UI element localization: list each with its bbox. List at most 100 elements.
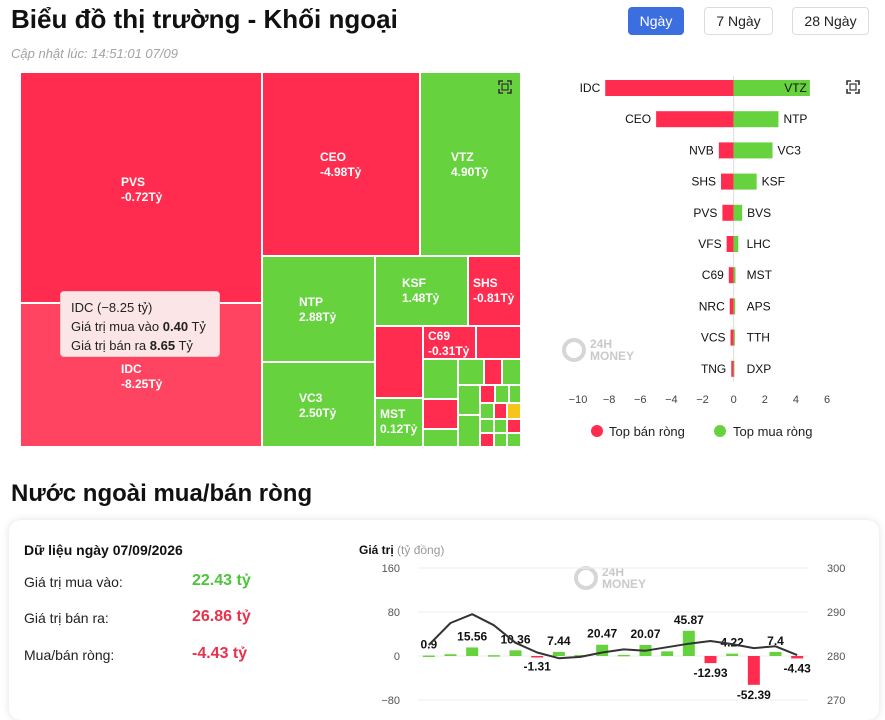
- sell-bar: [722, 204, 734, 221]
- cell-value: 2.88Tỷ: [299, 310, 337, 324]
- legend-buy-label[interactable]: Top mua ròng: [733, 424, 813, 439]
- legend-sell-label[interactable]: Top bán ròng: [609, 424, 685, 439]
- treemap-cell-small[interactable]: [480, 403, 494, 419]
- sell-bar: [605, 80, 734, 96]
- buy-bar: [733, 173, 757, 190]
- treemap-cell-mst[interactable]: MST 0.12Tỷ: [375, 398, 423, 447]
- sell-code-label: VCS: [701, 331, 726, 345]
- sell-bar: [729, 298, 734, 315]
- x-tick-label: −4: [665, 394, 678, 406]
- treemap-cell-small[interactable]: [458, 359, 484, 385]
- treemap-cell-small[interactable]: [375, 326, 423, 398]
- treemap-cell-small[interactable]: [458, 385, 480, 415]
- treemap-cell-vtz[interactable]: VTZ 4.90Tỷ: [420, 72, 521, 256]
- tab-28-days[interactable]: 28 Ngày: [792, 7, 869, 35]
- tooltip-sell-label: Giá trị bán ra: [71, 338, 147, 353]
- treemap-cell-small[interactable]: [494, 403, 507, 419]
- treemap-cell-small[interactable]: [507, 433, 521, 447]
- net-bar: [704, 656, 717, 664]
- treemap-cell-small[interactable]: [494, 433, 507, 447]
- tab-7-days[interactable]: 7 Ngày: [704, 7, 773, 35]
- y2-tick-label: 290: [827, 607, 845, 619]
- buy-code-label: APS: [747, 299, 771, 313]
- treemap-cell-ntp[interactable]: NTP 2.88Tỷ: [262, 256, 375, 362]
- net-bar: [661, 651, 674, 656]
- sell-code-label: C69: [702, 268, 724, 282]
- treemap-cell-small[interactable]: [423, 429, 458, 447]
- x-tick-label: 2: [762, 394, 768, 406]
- buy-value: 22.43 tỷ: [192, 572, 251, 589]
- fullscreen-icon[interactable]: [498, 80, 512, 94]
- treemap-cell-small[interactable]: [480, 419, 494, 433]
- net-bar: [596, 644, 609, 656]
- sell-code-label: PVS: [693, 206, 717, 220]
- bar-data-label: -4.43: [783, 661, 811, 675]
- cell-value: 2.50Tỷ: [299, 406, 337, 420]
- cell-code: CEO: [320, 150, 347, 164]
- legend-sell-dot: [591, 425, 603, 437]
- buy-code-label: LHC: [747, 237, 771, 251]
- sell-code-label: NRC: [699, 299, 725, 313]
- bar-data-label: -12.93: [693, 666, 727, 680]
- treemap-cell-vc3[interactable]: VC3 2.50Tỷ: [262, 362, 375, 447]
- x-tick-label: 4: [793, 394, 799, 406]
- treemap-cell-c69[interactable]: C69 -0.31Tỷ: [423, 326, 476, 359]
- watermark-line1: 24H: [602, 565, 625, 579]
- treemap-cell-small[interactable]: [423, 399, 458, 429]
- y-tick-label: 80: [388, 607, 400, 619]
- summary-date: Dữ liệu ngày 07/09/2026: [24, 542, 183, 558]
- buy-code-label: VTZ: [784, 81, 807, 95]
- buy-code-label: TTH: [747, 331, 770, 345]
- y2-tick-label: 280: [827, 651, 845, 663]
- cell-code: SHS: [473, 276, 498, 290]
- cell-value: -0.72Tỷ: [121, 190, 163, 204]
- treemap-cell-small[interactable]: [480, 433, 494, 447]
- treemap-cell-small[interactable]: [509, 385, 521, 403]
- buy-bar: [733, 267, 736, 284]
- sell-bar: [656, 111, 734, 128]
- top-net-chart: IDC VTZ CEO NTP NVB VC3 SHS KSF PVS BVS VFS LHC C69 M…: [569, 76, 830, 406]
- sell-code-label: IDC: [580, 81, 601, 95]
- tooltip-sell-value: 8.65: [149, 338, 176, 353]
- bar-data-label: -52.39: [737, 688, 771, 702]
- x-tick-label: −10: [569, 394, 588, 406]
- tab-day[interactable]: Ngày: [628, 7, 684, 35]
- treemap-cell-ksf[interactable]: KSF 1.48Tỷ: [375, 256, 468, 326]
- bar-data-label: 20.47: [587, 627, 617, 641]
- watermark-line2: MONEY: [602, 577, 647, 591]
- fullscreen-icon[interactable]: [846, 80, 860, 94]
- bar-data-label: 20.07: [630, 627, 660, 641]
- cell-code: KSF: [402, 276, 426, 290]
- treemap-cell-small[interactable]: [476, 326, 521, 359]
- treemap-cell-small[interactable]: [507, 419, 521, 433]
- treemap-cell-small[interactable]: [484, 359, 502, 385]
- treemap-cell-small[interactable]: [494, 419, 507, 433]
- sell-bar: [721, 173, 734, 190]
- sell-code-label: TNG: [701, 362, 726, 376]
- net-flow-card: [9, 520, 879, 720]
- treemap-cell-pvs[interactable]: PVS -0.72Tỷ: [20, 72, 262, 303]
- treemap-cell-small[interactable]: [423, 359, 458, 399]
- tooltip-buy-label: Giá trị mua vào: [71, 319, 160, 334]
- cell-code: NTP: [299, 295, 323, 309]
- treemap-cell-small[interactable]: [480, 385, 495, 403]
- cell-code: IDC: [121, 362, 142, 376]
- treemap-cell-small[interactable]: [507, 403, 521, 419]
- net-bar: [422, 655, 435, 658]
- buy-bar: [733, 80, 810, 96]
- treemap-cell-shs[interactable]: SHS -0.81Tỷ: [468, 256, 521, 326]
- treemap-cell-small[interactable]: [495, 385, 509, 403]
- tooltip-head: IDC (−8.25 tỷ): [71, 300, 153, 315]
- treemap-cell-small[interactable]: [502, 359, 521, 385]
- treemap-cell-ceo[interactable]: CEO -4.98Tỷ: [262, 72, 420, 256]
- treemap-cell-small[interactable]: [458, 415, 480, 447]
- cell-value: 0.12Tỷ: [380, 422, 418, 436]
- y-tick-label: 160: [382, 563, 400, 575]
- sell-bar: [731, 360, 734, 377]
- net-bar: [531, 656, 544, 658]
- x-tick-label: −2: [696, 394, 709, 406]
- buy-bar: [733, 360, 735, 377]
- sell-value: 26.86 tỷ: [192, 608, 251, 625]
- net-value: -4.43 tỷ: [192, 645, 248, 662]
- sell-code-label: VFS: [698, 237, 721, 251]
